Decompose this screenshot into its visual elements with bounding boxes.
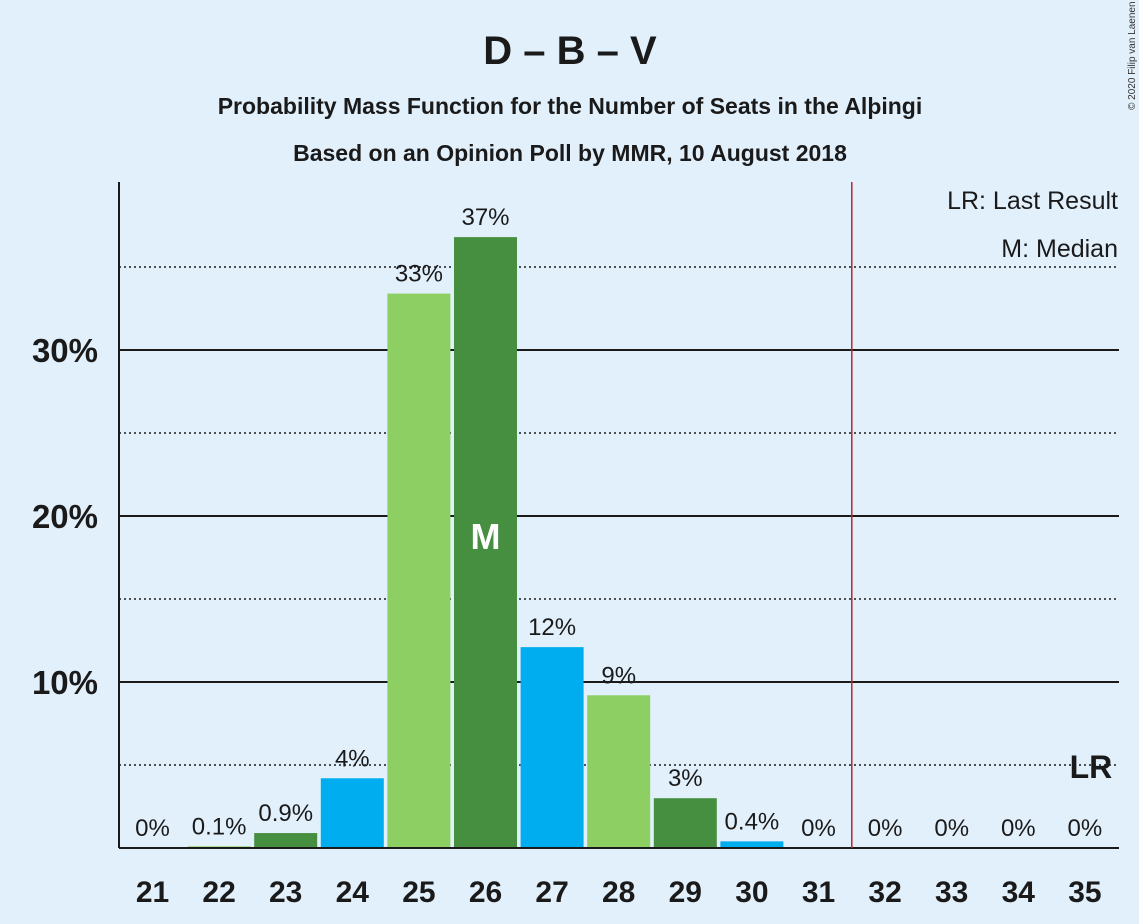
- bar-labels: 0% 0.1% 0.9% 4% 33% 37% 12% 9% 3% 0.4% 0% 0% 0% 0% 0%: [135, 204, 1102, 842]
- bar-26: [454, 237, 517, 848]
- y-tick-20%: 20%: [32, 498, 98, 535]
- bar-label-30: 0.4%: [725, 808, 780, 835]
- bar-label-35: 0%: [1068, 815, 1103, 842]
- copyright-notice: © 2020 Filip van Laenen: [1127, 1, 1138, 110]
- bar-label-22: 0.1%: [192, 813, 247, 840]
- bar-label-29: 3%: [668, 765, 703, 792]
- bar-label-24: 4%: [335, 745, 370, 772]
- bar-label-34: 0%: [1001, 815, 1036, 842]
- y-tick-30%: 30%: [32, 332, 98, 369]
- bar-27: [520, 647, 584, 848]
- gridlines: [119, 266, 1119, 766]
- bar-label-27: 12%: [528, 614, 576, 641]
- y-tick-labels: 10% 20% 30%: [32, 332, 98, 701]
- x-tick-29: 29: [669, 876, 702, 909]
- x-tick-22: 22: [202, 876, 235, 909]
- bar-28: [587, 695, 651, 848]
- x-tick-27: 27: [535, 876, 568, 909]
- bar-label-23: 0.9%: [258, 800, 313, 827]
- bar-label-33: 0%: [934, 815, 969, 842]
- bar-24: [320, 778, 384, 848]
- bar-29: [653, 798, 717, 848]
- bar-label-25: 33%: [395, 261, 443, 288]
- legend-last-result: LR: Last Result: [947, 187, 1118, 215]
- x-tick-26: 26: [469, 876, 502, 909]
- chart-subtitle: Probability Mass Function for the Number…: [218, 93, 923, 119]
- median-marker: M: [471, 516, 501, 557]
- bar-label-21: 0%: [135, 815, 170, 842]
- chart-title: D – B – V: [483, 29, 657, 73]
- bar-label-28: 9%: [601, 662, 636, 689]
- x-tick-30: 30: [735, 876, 768, 909]
- x-tick-23: 23: [269, 876, 302, 909]
- x-tick-28: 28: [602, 876, 635, 909]
- x-tick-24: 24: [336, 876, 370, 909]
- x-tick-labels: 21 22 23 24 25 26 27 28 29 30 31 32 33 34 35: [136, 876, 1102, 909]
- x-tick-31: 31: [802, 876, 835, 909]
- bars: [187, 237, 784, 848]
- x-tick-33: 33: [935, 876, 968, 909]
- bar-label-26: 37%: [461, 204, 509, 231]
- last-result-marker: LR: [1070, 749, 1113, 785]
- x-tick-21: 21: [136, 876, 169, 909]
- y-tick-10%: 10%: [32, 664, 98, 701]
- bar-23: [254, 833, 318, 848]
- x-tick-25: 25: [402, 876, 435, 909]
- legend-median: M: Median: [1001, 235, 1118, 263]
- bar-label-31: 0%: [801, 815, 836, 842]
- bar-label-32: 0%: [868, 815, 903, 842]
- x-tick-34: 34: [1002, 876, 1036, 909]
- bar-30: [720, 841, 784, 848]
- x-tick-32: 32: [868, 876, 901, 909]
- x-tick-35: 35: [1068, 876, 1101, 909]
- bar-25: [387, 293, 451, 848]
- chart-subtitle-poll: Based on an Opinion Poll by MMR, 10 Augu…: [293, 140, 847, 166]
